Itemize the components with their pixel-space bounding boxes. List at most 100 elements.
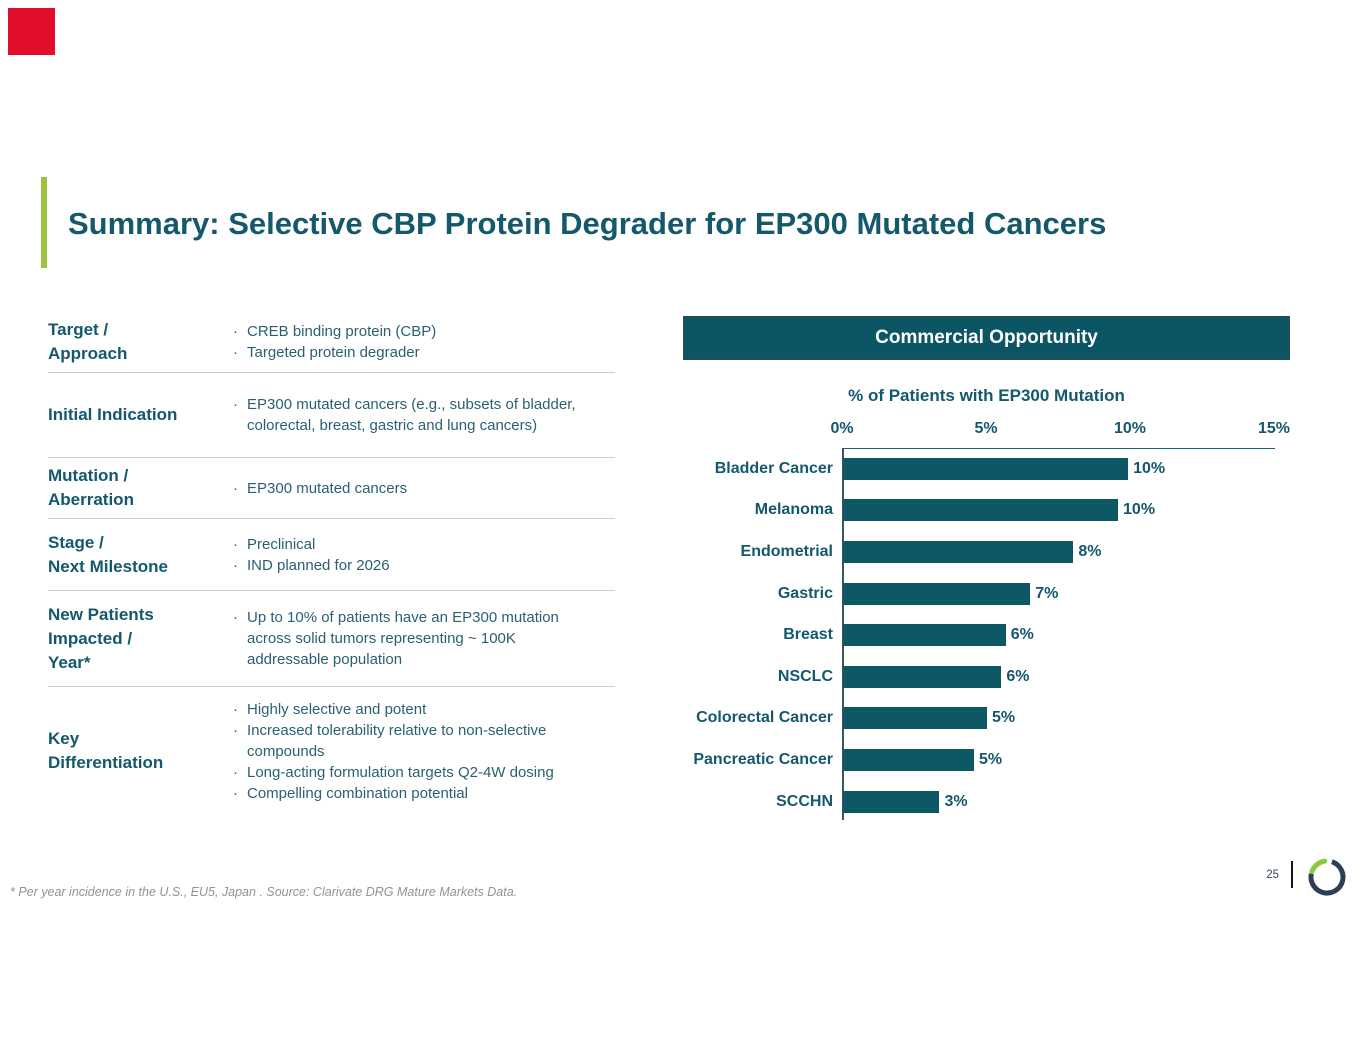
bar-category-label: Pancreatic Cancer [693, 750, 833, 768]
bar-chart: Bladder Cancer 10% Melanoma 10% Endometrial 8… [660, 448, 1290, 822]
bar [843, 582, 1031, 605]
bar-row: Pancreatic Cancer 5% [660, 739, 1290, 781]
bar-row: Melanoma 10% [660, 490, 1290, 532]
bullet-text: EP300 mutated cancers (e.g., subsets of … [247, 396, 576, 434]
footnote: * Per year incidence in the U.S., EU5, J… [10, 885, 518, 899]
bullet-item: · Compelling combination potential [233, 783, 615, 804]
bullet-item: · EP300 mutated cancers [233, 478, 615, 499]
bar-value-label: 6% [1010, 626, 1034, 644]
bullet-item: · Long-acting formulation targets Q2-4W d… [233, 762, 615, 783]
table-row-bullets: · EP300 mutated cancers (e.g., subsets of… [233, 394, 615, 436]
page-title: Summary: Selective CBP Protein Degrader … [68, 206, 1107, 241]
bar-value-label: 5% [992, 709, 1016, 727]
table-row-label: Mutation / Aberration [48, 466, 134, 509]
bullet-item: · Preclinical [233, 534, 615, 555]
bullet-item: · EP300 mutated cancers (e.g., subsets of… [233, 394, 615, 436]
bar [843, 457, 1129, 480]
bullet-dot-icon: · [233, 556, 238, 574]
bullet-text: Up to 10% of patients have an EP300 muta… [247, 609, 559, 668]
bar-row: SCCHN 3% [660, 781, 1290, 823]
bar [843, 499, 1119, 522]
bullet-text: CREB binding protein (CBP) [247, 323, 437, 340]
bar-value-label: 6% [1006, 667, 1030, 685]
table-row-bullets: · Highly selective and potent · Increased t… [233, 699, 615, 804]
bar-value-label: 10% [1133, 459, 1166, 477]
bar-value-label: 7% [1035, 584, 1059, 602]
bar-category-label: Breast [783, 626, 833, 644]
bar-row: Breast 6% [660, 614, 1290, 656]
bullet-dot-icon: · [233, 344, 238, 361]
bar-category-label: NSCLC [777, 667, 833, 685]
bullet-dot-icon: · [233, 535, 238, 553]
x-axis-line [842, 448, 1275, 449]
bar [843, 748, 975, 771]
bar [843, 624, 1006, 647]
bullet-item: · IND planned for 2026 [233, 555, 615, 576]
bullet-dot-icon: · [233, 763, 238, 781]
bullet-item: · CREB binding protein (CBP) [233, 321, 615, 342]
bullet-text: EP300 mutated cancers [247, 479, 408, 497]
table-row-bullets: · CREB binding protein (CBP) · Targeted pro… [233, 321, 615, 363]
x-axis-tick-label: 10% [1113, 420, 1147, 437]
table-row: Initial Indication · EP300 mutated cancers… [48, 373, 615, 458]
bar-value-label: 8% [1078, 542, 1102, 560]
table-row-label: Stage / Next Milestone [48, 532, 168, 576]
bar [843, 790, 940, 813]
title-accent-bar [41, 177, 47, 268]
x-axis-tick-label: 5% [974, 420, 998, 437]
bar-category-label: Gastric [777, 584, 833, 602]
footer-divider [1291, 861, 1293, 888]
bar-row: Bladder Cancer 10% [660, 448, 1290, 490]
bar [843, 665, 1002, 688]
red-marker [8, 8, 55, 55]
table-row-bullets: · Up to 10% of patients have an EP300 mut… [233, 607, 615, 670]
bullet-text: IND planned for 2026 [247, 556, 390, 574]
bar [843, 707, 987, 730]
bullet-text: Long-acting formulation targets Q2-4W do… [247, 763, 554, 781]
bar-category-label: Bladder Cancer [714, 459, 833, 477]
bar-category-label: Endometrial [740, 542, 833, 560]
table-row-bullets: · Preclinical · IND planned for 2026 [233, 534, 615, 576]
table-row: Stage / Next Milestone · Preclinical · IND p… [48, 519, 615, 591]
x-axis-tick-label: 0% [830, 420, 854, 437]
table-row-bullets: · EP300 mutated cancers [233, 478, 615, 499]
bullet-text: Highly selective and potent [247, 700, 427, 718]
bullet-dot-icon: · [233, 700, 238, 718]
table-row-label: New Patients Impacted / Year* [48, 604, 154, 672]
bar-category-label: Melanoma [754, 501, 833, 519]
bar-value-label: 10% [1123, 501, 1156, 519]
company-logo-icon [1308, 858, 1346, 896]
table-row-label: Initial Indication [48, 405, 178, 424]
chart-title: % of Patients with EP300 Mutation [848, 386, 1125, 405]
bar-row: NSCLC 6% [660, 656, 1290, 698]
bar-category-label: SCCHN [776, 792, 833, 810]
table-row: Mutation / Aberration · EP300 mutated canc… [48, 458, 615, 519]
bullet-dot-icon: · [233, 784, 238, 802]
bar-value-label: 5% [979, 750, 1003, 768]
page-number: 25 [1266, 869, 1279, 881]
table-row-label: Target / Approach [48, 320, 128, 363]
bullet-item: · Up to 10% of patients have an EP300 mut… [233, 607, 615, 670]
x-axis-tick-label: 15% [1257, 420, 1291, 437]
bullet-item: · Targeted protein degrader [233, 342, 615, 363]
bullet-text: Compelling combination potential [247, 784, 468, 802]
bar-category-label: Colorectal Cancer [696, 709, 833, 727]
bullet-dot-icon: · [233, 479, 238, 497]
bar-row: Colorectal Cancer 5% [660, 698, 1290, 740]
bullet-dot-icon: · [233, 721, 238, 739]
bullet-item: · Increased tolerability relative to non-… [233, 720, 615, 762]
bullet-dot-icon: · [233, 323, 238, 340]
bar-value-label: 3% [944, 792, 968, 810]
table-row: Target / Approach · CREB binding protein (… [48, 312, 615, 373]
summary-table: Target / Approach · CREB binding protein (… [48, 312, 615, 815]
bullet-text: Increased tolerability relative to non-s… [247, 721, 547, 760]
table-row-label: Key Differentiation [48, 729, 164, 772]
panel-header: Commercial Opportunity [683, 316, 1290, 360]
bullet-item: · Highly selective and potent [233, 699, 615, 720]
table-row: New Patients Impacted / Year* · Up to 10% … [48, 591, 615, 687]
bullet-text: Targeted protein degrader [247, 344, 420, 361]
bar-row: Endometrial 8% [660, 531, 1290, 573]
bullet-dot-icon: · [233, 396, 238, 413]
bullet-dot-icon: · [233, 609, 238, 626]
